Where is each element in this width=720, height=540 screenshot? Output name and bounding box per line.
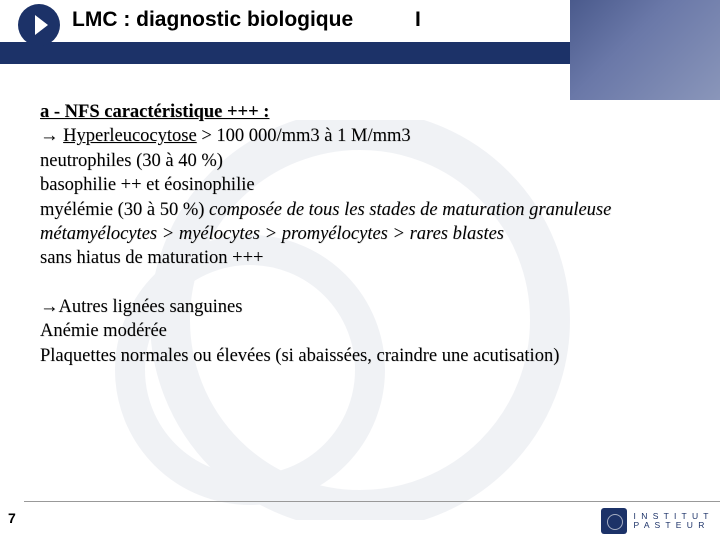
arrow-icon <box>18 4 60 46</box>
body-line: sans hiatus de maturation +++ <box>40 246 690 270</box>
section-heading: a - NFS caractéristique +++ : <box>40 102 269 122</box>
pasteur-logotype: I N S T I T U T P A S T E U R <box>633 512 710 531</box>
page-number: 7 <box>8 510 16 526</box>
footer-logo: I N S T I T U T P A S T E U R <box>601 508 710 534</box>
body-line: Anémie modérée <box>40 319 690 343</box>
slide-body: a - NFS caractéristique +++ : → Hyperleu… <box>40 100 690 368</box>
myelemie-pre: myélémie (30 à 50 %) <box>40 200 209 220</box>
slide-title-roman: I <box>415 8 421 32</box>
footer-divider <box>24 501 720 502</box>
body-line: →Autres lignées sanguines <box>40 295 690 319</box>
body-line: basophilie ++ et éosinophilie <box>40 173 690 197</box>
pasteur-logomark-icon <box>601 508 627 534</box>
body-line: Plaquettes normales ou élevées (si abais… <box>40 344 690 368</box>
hyperleuco-term: Hyperleucocytose <box>63 126 197 146</box>
body-line: neutrophiles (30 à 40 %) <box>40 149 690 173</box>
header-image <box>570 0 720 100</box>
slide-title: LMC : diagnostic biologique <box>72 8 353 32</box>
hyperleuco-rest: > 100 000/mm3 à 1 M/mm3 <box>197 126 411 146</box>
arrow-text: → <box>40 126 63 146</box>
